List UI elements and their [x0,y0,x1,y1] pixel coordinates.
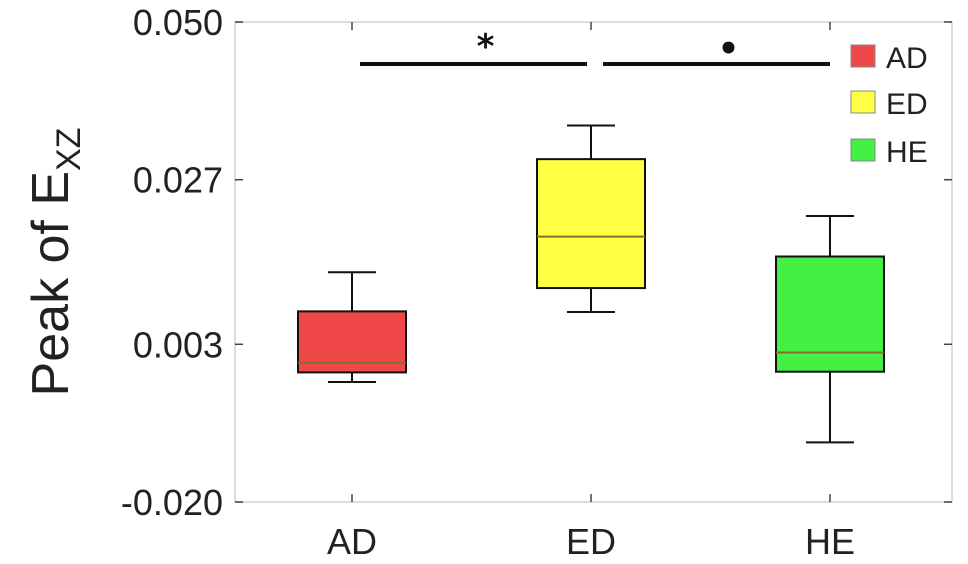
box-ed [536,124,646,314]
significance-marker: * [477,27,495,67]
legend-label-ed: ED [886,88,928,121]
y-axis-label-subscript: XZ [50,128,88,171]
legend-swatch-he [850,138,876,162]
y-axis-label: Peak of EXZ [22,128,88,397]
legend-swatch-ed [850,90,876,114]
significance-annotations: * • [360,27,830,69]
x-tick-label: ED [566,521,616,562]
x-tick-label: HE [805,521,855,562]
y-axis: 0.050 0.027 0.003 -0.020 [121,2,952,523]
significance-marker: • [718,29,740,69]
y-tick-label: -0.020 [121,482,223,523]
box-ad [297,271,407,383]
x-tick-label: AD [327,521,377,562]
x-axis: AD ED HE [327,22,855,562]
y-tick-label: 0.050 [133,2,223,43]
box-iqr [536,158,646,290]
y-axis-label-main: Peak of E [22,171,80,396]
legend-label-he: HE [886,136,928,169]
legend-swatch-ad [850,44,876,68]
box-he [775,215,885,444]
legend: AD ED HE [850,42,928,169]
box-iqr [775,255,885,373]
boxes [297,124,885,444]
legend-label-ad: AD [886,42,928,75]
y-tick-label: 0.027 [133,160,223,201]
y-tick-label: 0.003 [133,324,223,365]
